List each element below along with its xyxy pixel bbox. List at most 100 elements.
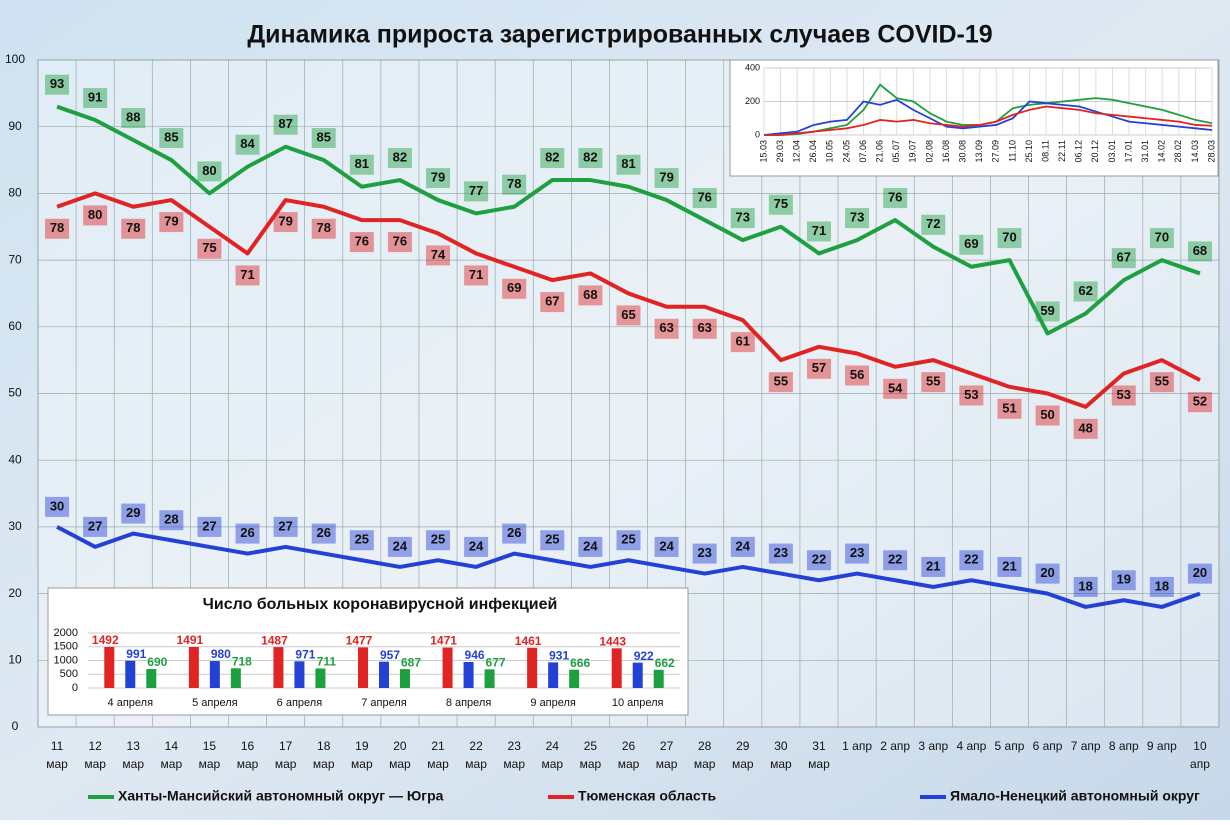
x-tick-label: мар	[732, 757, 754, 771]
data-label-box	[806, 358, 831, 379]
data-label-box	[997, 398, 1022, 419]
data-label: 666	[570, 656, 590, 670]
x-tick-label: мар	[46, 757, 68, 771]
x-tick-label: 6 апреля	[277, 697, 323, 709]
bar	[273, 647, 284, 688]
y-tick-label: 0	[72, 682, 78, 694]
data-label-box	[578, 536, 603, 557]
data-label-box	[883, 188, 908, 209]
x-tick-label: мар	[542, 757, 564, 771]
bar	[209, 661, 220, 688]
data-label-box	[121, 503, 146, 524]
x-tick-label: мар	[580, 757, 602, 771]
x-tick-label: апр	[1190, 757, 1210, 771]
data-label: 82	[583, 149, 597, 164]
y-tick-label: 0	[755, 129, 760, 139]
bar	[146, 669, 157, 688]
data-label: 51	[1002, 400, 1016, 415]
y-tick-label: 1000	[54, 654, 78, 666]
data-label: 1461	[515, 634, 542, 648]
y-tick-label: 30	[8, 519, 22, 533]
data-label: 946	[465, 648, 485, 662]
data-label-box	[1073, 281, 1098, 302]
x-tick-label: 10.05	[825, 140, 835, 163]
x-tick-label: 5 апреля	[192, 697, 238, 709]
data-label-box	[768, 372, 793, 393]
data-label: 19	[1117, 572, 1131, 587]
data-label: 79	[278, 214, 292, 229]
bar	[125, 660, 136, 688]
data-label: 91	[88, 89, 102, 104]
x-tick-label: мар	[465, 757, 487, 771]
x-tick-label: 06.12	[1074, 140, 1084, 163]
x-tick-label: 13	[127, 739, 141, 753]
data-label-box	[540, 530, 565, 551]
series-line	[764, 105, 1213, 136]
data-label: 85	[316, 129, 330, 144]
data-label-box	[83, 88, 108, 109]
data-label-box	[578, 148, 603, 169]
data-label-box	[273, 114, 298, 135]
bar	[611, 648, 622, 688]
data-label-box	[616, 154, 641, 175]
y-tick-label: 400	[745, 62, 760, 72]
data-label-box	[1187, 241, 1212, 262]
x-tick-label: мар	[694, 757, 716, 771]
data-label: 93	[50, 76, 64, 91]
data-label: 61	[736, 334, 750, 349]
data-label-box	[616, 530, 641, 551]
chart-title: Динамика прироста зарегистрированных слу…	[247, 21, 992, 49]
x-tick-label: 12	[88, 739, 102, 753]
data-label: 80	[88, 207, 102, 222]
x-tick-label: 14	[165, 739, 179, 753]
data-label: 1477	[346, 634, 373, 648]
x-tick-label: 27.09	[991, 140, 1001, 163]
data-label: 82	[393, 149, 407, 164]
x-tick-label: 23	[508, 739, 522, 753]
data-label: 70	[1155, 230, 1169, 245]
data-label: 23	[850, 545, 864, 560]
x-tick-label: 11	[51, 739, 64, 753]
data-label-box	[464, 536, 489, 557]
data-label-box	[921, 556, 946, 577]
data-label: 73	[736, 210, 750, 225]
data-label: 87	[278, 116, 292, 131]
data-label: 76	[393, 234, 407, 249]
x-tick-label: 02.08	[924, 140, 934, 163]
x-tick-label: 1 апр	[842, 739, 872, 753]
data-label-box	[654, 536, 679, 557]
data-label: 78	[50, 220, 64, 235]
data-label: 50	[1040, 407, 1054, 422]
y-tick-label: 40	[8, 452, 22, 466]
x-tick-label: 20.12	[1090, 140, 1100, 163]
data-label: 55	[774, 374, 788, 389]
data-label: 65	[621, 307, 635, 322]
x-tick-label: 29	[736, 739, 750, 753]
series-line	[763, 98, 1213, 136]
data-label-box	[616, 305, 641, 326]
series-line	[56, 104, 1201, 336]
data-label-box	[997, 556, 1022, 577]
x-tick-label: 17	[279, 739, 293, 753]
data-label-box	[959, 550, 984, 571]
x-tick-label: мар	[275, 757, 297, 771]
y-tick-label: 60	[8, 319, 22, 333]
data-label-box	[311, 523, 336, 544]
x-tick-label: 24.05	[841, 140, 851, 163]
data-label: 81	[355, 156, 369, 171]
bar	[569, 669, 580, 688]
data-label-box	[845, 365, 870, 386]
data-label-box	[121, 218, 146, 239]
data-label: 22	[964, 552, 978, 567]
data-label: 81	[621, 156, 635, 171]
data-label: 1491	[177, 633, 204, 647]
data-label: 57	[812, 360, 826, 375]
data-label: 662	[655, 656, 675, 670]
data-label: 74	[431, 247, 446, 262]
data-label: 25	[545, 532, 559, 547]
x-tick-label: 20	[393, 739, 407, 753]
data-label: 21	[1002, 558, 1016, 573]
x-tick-label: мар	[656, 757, 678, 771]
x-tick-label: 19	[355, 739, 369, 753]
